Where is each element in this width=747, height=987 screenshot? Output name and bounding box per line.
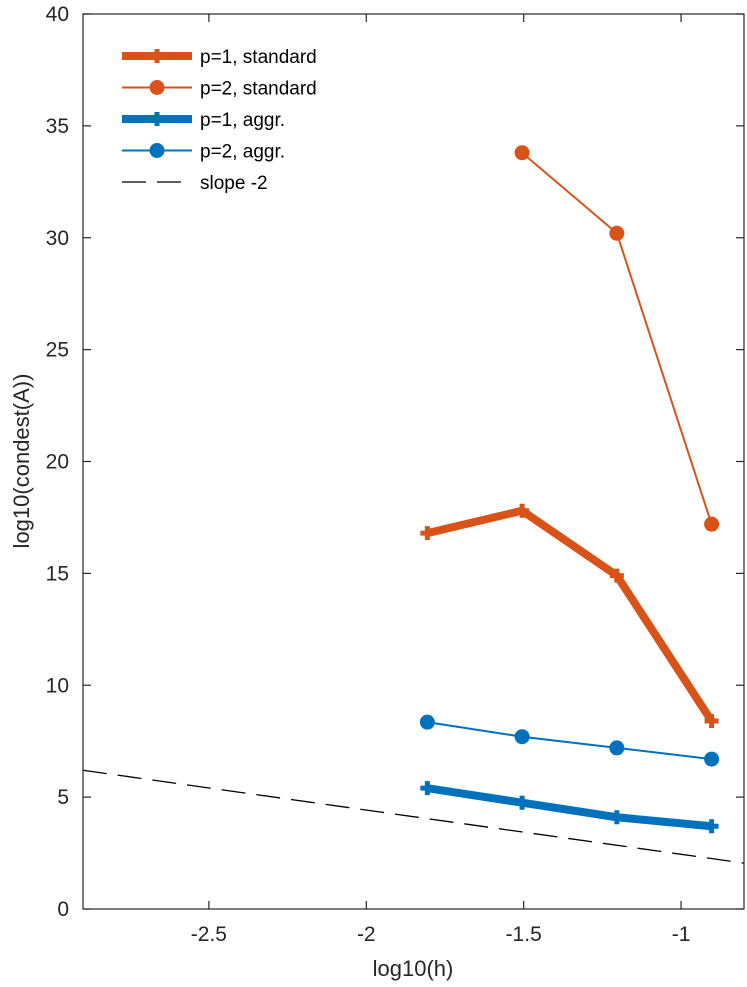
y-tick-label-8: 35 [46, 115, 69, 138]
plot-area [83, 14, 744, 909]
series-p-1-standard [420, 503, 719, 729]
y-tick-label-3: 10 [46, 674, 69, 697]
plot-background [83, 14, 744, 909]
legend-marker-p-2-aggr [149, 143, 165, 158]
data-point-p-1-standard-3 [609, 568, 624, 583]
legend-entry-p-1-standard: p=1, standard [122, 47, 317, 68]
legend-entry-slope-2: slope -2 [122, 173, 268, 194]
series-line-p-1-standard [426, 506, 715, 724]
y-tick-label-7: 30 [46, 227, 69, 250]
legend-label-p-1-standard: p=1, standard [200, 47, 317, 68]
legend-entry-p-2-aggr: p=2, aggr. [122, 142, 285, 163]
y-tick-label-1: 0 [57, 898, 69, 921]
series-p-2-aggr [419, 714, 720, 767]
series-slope-2 [82, 769, 745, 864]
data-point-p-1-aggr-4 [704, 819, 719, 834]
x-tick-label-1: -2.5 [191, 923, 227, 946]
legend-label-p-2-standard: p=2, standard [200, 79, 317, 100]
legend-entry-p-2-standard: p=2, standard [122, 79, 317, 100]
legend-label-slope-2: slope -2 [200, 173, 268, 194]
y-ticks: 0 5 10 15 20 25 30 35 40 [46, 3, 744, 921]
series-line-p-2-aggr [427, 721, 712, 761]
legend-entry-p-1-aggr: p=1, aggr. [122, 110, 285, 131]
legend-marker-p-1-aggr [150, 112, 164, 126]
data-point-p-2-aggr-2 [514, 729, 530, 745]
data-point-p-1-aggr-2 [515, 795, 530, 810]
x-tick-label-2: -2 [357, 923, 376, 946]
series-line-p-1-aggr [426, 784, 712, 831]
legend-marker-p-2-standard [149, 80, 165, 95]
data-point-p-2-standard-2 [609, 225, 625, 241]
y-tick-label-6: 25 [46, 339, 69, 362]
legend-label-p-2-aggr: p=2, aggr. [200, 142, 285, 163]
y-tick-label-2: 5 [57, 786, 69, 809]
x-axis-label: log10(h) [373, 956, 454, 981]
series-p-2-standard [514, 145, 720, 532]
series-p-1-aggr [420, 781, 719, 834]
y-tick-label-5: 20 [46, 451, 69, 474]
data-point-p-2-aggr-4 [704, 751, 720, 767]
y-tick-label-4: 15 [46, 562, 69, 585]
legend-marker-p-1-standard [150, 49, 164, 63]
x-tick-label-4: -1 [672, 923, 691, 946]
series-layer [82, 145, 745, 864]
x-ticks: -2.5 -2 -1.5 -1 [191, 14, 691, 946]
series-line-slope-2 [82, 769, 745, 864]
data-point-p-2-standard-1 [514, 145, 530, 161]
data-point-p-2-aggr-1 [419, 714, 435, 730]
data-point-p-1-standard-4 [704, 714, 719, 729]
data-point-p-1-aggr-3 [609, 810, 624, 825]
data-point-p-2-aggr-3 [609, 740, 625, 756]
y-axis-label: log10(condest(A)) [9, 374, 34, 549]
data-point-p-2-standard-3 [704, 516, 720, 532]
data-point-p-1-standard-1 [420, 526, 435, 541]
y-tick-label-9: 40 [46, 3, 69, 26]
data-point-p-1-standard-2 [515, 503, 530, 518]
x-tick-label-3: -1.5 [506, 923, 542, 946]
data-point-p-1-aggr-1 [420, 781, 435, 796]
legend-label-p-1-aggr: p=1, aggr. [200, 110, 285, 131]
legend: p=1, standard p=2, standard p=1, aggr. p=2,… [122, 47, 317, 194]
